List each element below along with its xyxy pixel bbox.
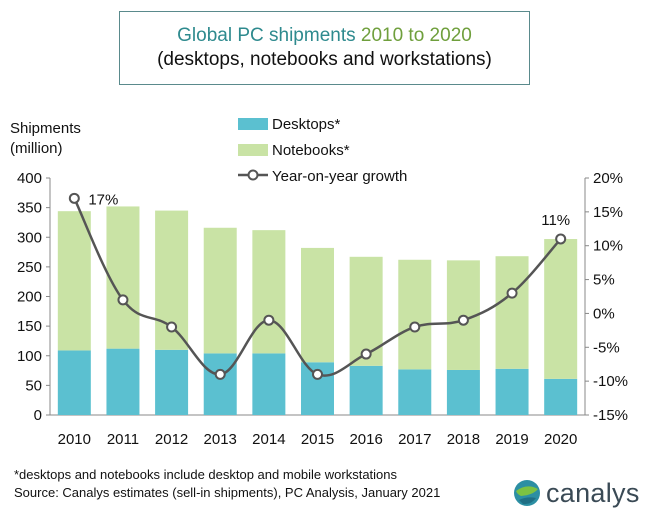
- bar-desktops: [446, 369, 480, 415]
- chart-title: Global PC shipments 2010 to 2020: [120, 24, 529, 48]
- bar-notebooks: [301, 247, 334, 363]
- y-axis-label-line: Shipments: [10, 120, 81, 137]
- left-tick-label: 350: [17, 200, 42, 217]
- bar-notebooks: [57, 211, 91, 351]
- footnote-source: Source: Canalys estimates (sell-in shipm…: [14, 485, 441, 500]
- globe-icon: [514, 480, 540, 506]
- growth-point: [214, 368, 226, 380]
- x-tick-label: 2020: [544, 431, 577, 448]
- footnote-line-1: *desktops and notebooks include desktop …: [14, 467, 398, 482]
- bar-desktops: [495, 368, 529, 415]
- growth-point: [506, 287, 518, 299]
- x-tick-label: 2012: [155, 431, 188, 448]
- right-tick-label: 0%: [593, 305, 615, 322]
- chart-title-box: Global PC shipments 2010 to 2020 (deskto…: [119, 11, 530, 85]
- legend-label-growth: Year-on-year growth: [272, 168, 407, 185]
- left-tick-label: 0: [34, 407, 42, 424]
- title-part-1: Global PC shipments: [177, 25, 356, 46]
- legend-label-desktops: Desktops*: [272, 116, 341, 133]
- right-tick-label: 5%: [593, 272, 615, 289]
- bar-notebooks: [495, 256, 529, 369]
- footnote: *desktops and notebooks include desktop …: [14, 466, 440, 502]
- bar-desktops: [252, 353, 286, 415]
- growth-point: [457, 314, 469, 326]
- x-tick-label: 2017: [398, 431, 431, 448]
- bar-notebooks: [252, 230, 286, 354]
- x-tick-label: 2018: [447, 431, 480, 448]
- chart-subtitle: (desktops, notebooks and workstations): [157, 49, 492, 70]
- bar-notebooks: [203, 227, 237, 354]
- bar-notebooks: [544, 239, 578, 379]
- right-tick-label: -15%: [593, 407, 628, 424]
- left-tick-label: 50: [25, 377, 42, 394]
- growth-line: [73, 197, 562, 377]
- bar-notebooks: [398, 259, 432, 370]
- bar-desktops: [203, 353, 237, 415]
- right-tick-label: 20%: [593, 170, 623, 187]
- legend-swatch-desktops: [238, 118, 268, 130]
- x-tick-label: 2016: [349, 431, 382, 448]
- legend-swatch-notebooks: [238, 144, 268, 156]
- bar-desktops: [349, 365, 383, 415]
- legend-swatch-growth-marker: [247, 169, 259, 181]
- x-tick-label: 2014: [252, 431, 285, 448]
- right-tick-label: -10%: [593, 373, 628, 390]
- growth-point: [68, 192, 80, 204]
- y-axis-label-line: (million): [10, 140, 63, 157]
- left-tick-label: 300: [17, 229, 42, 246]
- x-tick-label: 2015: [301, 431, 334, 448]
- growth-point: [117, 294, 129, 306]
- bar-desktops: [155, 349, 189, 415]
- bar-desktops: [398, 369, 432, 415]
- growth-point: [166, 321, 178, 333]
- growth-point: [409, 321, 421, 333]
- logo-wordmark: canalys: [546, 477, 640, 508]
- bar-desktops: [544, 378, 578, 415]
- left-tick-label: 400: [17, 170, 42, 187]
- x-tick-label: 2013: [204, 431, 237, 448]
- bar-desktops: [106, 348, 140, 415]
- right-tick-label: 15%: [593, 204, 623, 221]
- x-tick-label: 2019: [495, 431, 528, 448]
- data-label: 17%: [88, 191, 118, 208]
- right-tick-label: -5%: [593, 339, 620, 356]
- growth-point: [555, 233, 567, 245]
- left-tick-label: 150: [17, 318, 42, 335]
- x-tick-label: 2010: [58, 431, 91, 448]
- data-label: 11%: [541, 212, 570, 229]
- bar-notebooks: [106, 206, 140, 349]
- legend-label-notebooks: Notebooks*: [272, 142, 350, 159]
- title-part-2: 2010 to 2020: [360, 25, 472, 46]
- growth-point: [360, 348, 372, 360]
- growth-point: [263, 314, 275, 326]
- left-tick-label: 100: [17, 348, 42, 365]
- growth-point: [312, 368, 323, 380]
- left-tick-label: 250: [17, 259, 42, 276]
- canalys-logo: canalys: [513, 476, 640, 510]
- left-tick-label: 200: [17, 289, 42, 306]
- x-tick-label: 2011: [107, 431, 139, 448]
- bar-desktops: [57, 350, 91, 415]
- right-tick-label: 10%: [593, 238, 623, 255]
